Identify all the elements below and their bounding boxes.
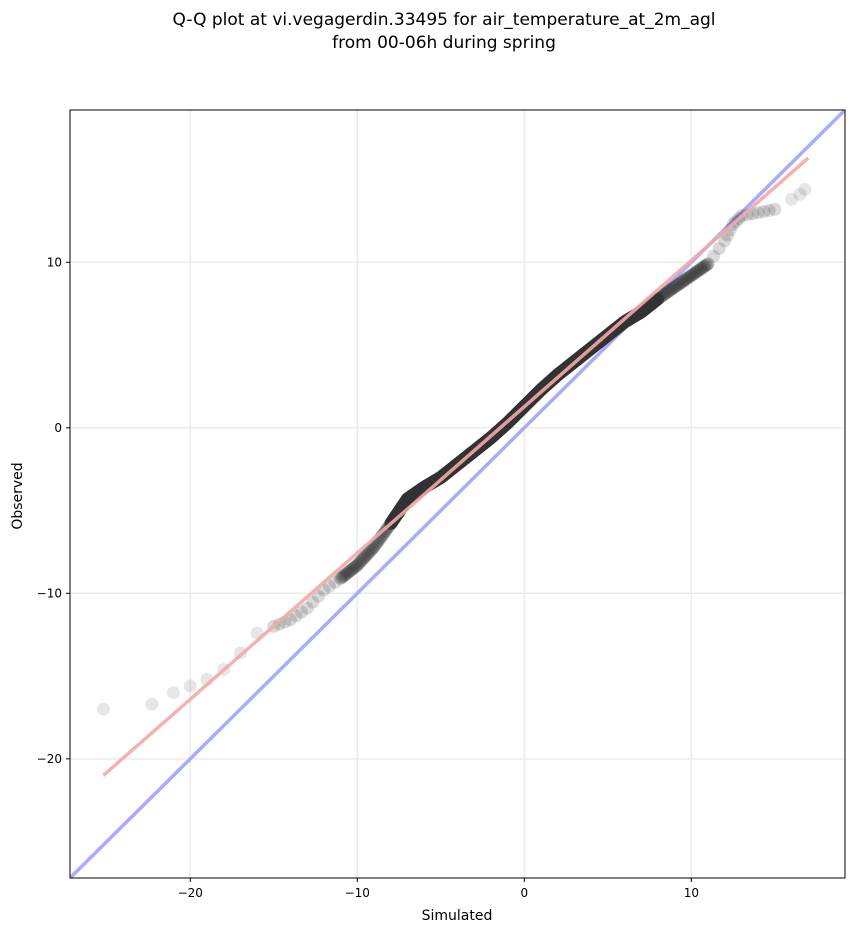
qq-point [364,544,378,558]
qq-point [145,697,159,711]
qq-point [698,259,712,273]
qq-point [653,291,667,305]
qq-point [694,262,708,276]
qq-point [768,202,782,216]
x-tick-label: 0 [520,886,528,900]
qq-point [334,571,348,585]
qq-point [339,567,353,581]
y-tick-label: 10 [47,255,62,269]
qq-point [681,271,695,285]
qq-point [701,257,715,271]
qq-point [340,566,354,580]
qq-point [693,263,707,277]
chart-title-line-1: Q-Q plot at vi.vegagerdin.33495 for air_… [172,10,715,30]
qq-point [751,206,765,220]
qq-point [347,561,361,575]
qq-point [699,258,713,272]
qq-point [311,589,325,603]
qq-point [300,601,314,615]
y-tick-label: −10 [37,586,62,600]
qq-point [718,234,732,248]
qq-point [668,280,682,294]
qq-point [673,277,687,291]
qq-point [344,563,358,577]
qq-point [691,264,705,278]
qq-point [664,282,678,296]
qq-point [651,292,665,306]
x-tick-label: −20 [178,886,203,900]
qq-point [354,555,368,569]
qq-point [688,266,702,280]
qq-point [377,526,391,540]
qq-point [785,192,799,206]
qq-point [365,542,379,556]
qq-point [352,556,366,570]
axes-frame [69,109,846,879]
qq-point [328,575,342,589]
plot-area [70,110,845,878]
qq-point [167,686,181,700]
qq-point [289,609,303,623]
qq-point [658,287,672,301]
qq-point [367,540,381,554]
qq-point [355,553,369,567]
qq-point [342,565,356,579]
gridlines [70,110,845,878]
qq-point [696,260,710,274]
qq-point [669,279,683,293]
qq-point [345,562,359,576]
regression-fit-line [102,156,810,777]
qq-point [740,208,754,222]
qq-point [659,286,673,300]
qq-point [671,278,685,292]
qq-point [712,241,726,255]
qq-point [723,223,737,237]
qq-point [656,288,670,302]
y-tick-label: 0 [54,421,62,435]
qq-point [683,270,697,284]
axis-ticks: −20 −10 0 10 −20 −10 0 10 [37,255,699,900]
qq-point [337,569,351,583]
qq-point [689,265,703,279]
qq-point [663,284,677,298]
qq-point [686,267,700,281]
qq-point [679,272,693,286]
qq-point [306,595,320,609]
qq-point [335,570,349,584]
qq-point [272,617,286,631]
qq-point [661,285,675,299]
x-tick-label: 10 [684,886,699,900]
qq-point [678,273,692,287]
qq-point [757,205,771,219]
y-axis-label: Observed [10,462,26,529]
qq-point [666,281,680,295]
qq-point [674,275,688,289]
qq-point [357,551,371,565]
qq-point [359,549,373,563]
qq-point [183,679,197,693]
qq-point [762,203,776,217]
qq-point [295,605,309,619]
qq-point [793,187,807,201]
qq-point [654,289,668,303]
x-axis-label: Simulated [422,908,493,924]
x-tick-label: −10 [345,886,370,900]
qq-point [349,559,363,573]
qq-point [360,547,374,561]
qq-point [322,579,336,593]
qq-point [707,249,721,263]
y-tick-label: −20 [37,752,62,766]
qq-point [684,269,698,283]
qq-point [96,702,110,716]
qq-point [676,274,690,288]
chart-title-line-2: from 00-06h during spring [332,33,556,53]
qq-point [798,182,812,196]
qq-point [350,558,364,572]
qq-point [362,545,376,559]
